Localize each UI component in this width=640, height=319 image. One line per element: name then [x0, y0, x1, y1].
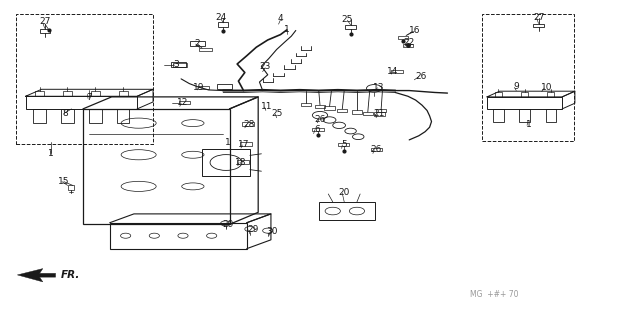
Text: 4: 4	[278, 14, 284, 23]
Bar	[199, 48, 212, 51]
Text: 26: 26	[371, 145, 382, 154]
Text: 1: 1	[225, 137, 230, 147]
Bar	[521, 92, 529, 97]
Bar	[63, 91, 72, 96]
Text: 27: 27	[39, 18, 51, 26]
Bar	[315, 105, 325, 108]
Bar	[26, 96, 137, 109]
Bar	[324, 106, 335, 109]
Bar	[35, 91, 44, 96]
Text: 28: 28	[243, 120, 254, 129]
Bar	[68, 185, 74, 189]
Bar	[403, 44, 413, 47]
Bar	[371, 148, 383, 151]
Bar	[109, 223, 246, 249]
Bar	[376, 109, 387, 112]
Text: 17: 17	[238, 140, 250, 149]
Text: 27: 27	[533, 13, 544, 22]
Polygon shape	[17, 269, 56, 282]
Bar	[118, 91, 127, 96]
Text: 14: 14	[387, 67, 398, 76]
Bar	[83, 109, 230, 224]
Bar	[190, 41, 205, 46]
Text: FR.: FR.	[61, 270, 80, 280]
Text: MG  +#+ 70: MG +#+ 70	[470, 290, 518, 299]
Text: 18: 18	[235, 158, 246, 167]
Text: 11: 11	[260, 102, 272, 111]
Text: 22: 22	[404, 38, 415, 47]
Bar	[392, 70, 403, 73]
Text: 12: 12	[177, 98, 189, 107]
Bar	[374, 112, 385, 116]
Bar	[198, 86, 209, 89]
Text: 6: 6	[314, 125, 320, 134]
Text: 1: 1	[526, 120, 532, 129]
Text: 30: 30	[266, 227, 278, 236]
Bar	[301, 103, 311, 106]
Bar	[61, 109, 74, 123]
Bar	[493, 109, 504, 122]
Text: 19: 19	[193, 83, 205, 92]
Bar	[346, 25, 356, 29]
Text: 29: 29	[248, 225, 259, 234]
Bar	[16, 14, 153, 144]
Text: 21: 21	[373, 109, 384, 118]
Bar	[397, 35, 408, 39]
Text: 29: 29	[222, 220, 234, 229]
Bar	[40, 29, 50, 33]
Bar	[338, 143, 349, 146]
Text: 26: 26	[314, 115, 326, 123]
Bar	[312, 128, 324, 131]
Text: 8: 8	[62, 109, 68, 118]
Text: 1: 1	[284, 25, 290, 34]
Bar	[116, 109, 129, 123]
Bar	[179, 101, 190, 104]
Text: 26: 26	[415, 72, 426, 81]
Text: 3: 3	[173, 60, 179, 69]
Text: 25: 25	[342, 15, 353, 24]
Bar	[241, 142, 252, 146]
Bar	[337, 109, 348, 112]
Bar	[487, 97, 562, 109]
Bar	[352, 110, 362, 114]
Bar	[545, 109, 556, 122]
Text: 7: 7	[86, 93, 92, 102]
Text: 5: 5	[341, 140, 347, 149]
Bar	[547, 92, 554, 97]
Text: 9: 9	[513, 82, 519, 91]
Bar	[202, 149, 250, 176]
Bar	[89, 109, 102, 123]
Bar	[483, 14, 573, 141]
Bar	[237, 160, 248, 164]
Text: 10: 10	[540, 83, 552, 92]
Text: 13: 13	[373, 83, 385, 92]
Bar	[33, 109, 46, 123]
Bar	[217, 84, 232, 89]
Bar	[171, 62, 186, 67]
Text: 25: 25	[271, 109, 282, 118]
Bar	[91, 91, 100, 96]
Text: 16: 16	[408, 26, 420, 35]
Text: 15: 15	[58, 176, 70, 186]
Text: 1: 1	[48, 149, 54, 158]
Bar	[363, 112, 373, 115]
Bar	[495, 92, 502, 97]
Bar	[243, 122, 253, 126]
Text: 23: 23	[259, 62, 271, 71]
Text: 24: 24	[216, 13, 227, 22]
Bar	[173, 63, 188, 67]
Text: 2: 2	[195, 39, 200, 48]
Text: 20: 20	[339, 188, 350, 197]
Bar	[218, 22, 228, 27]
Bar	[520, 109, 530, 122]
Bar	[319, 202, 375, 220]
Bar	[534, 24, 543, 27]
